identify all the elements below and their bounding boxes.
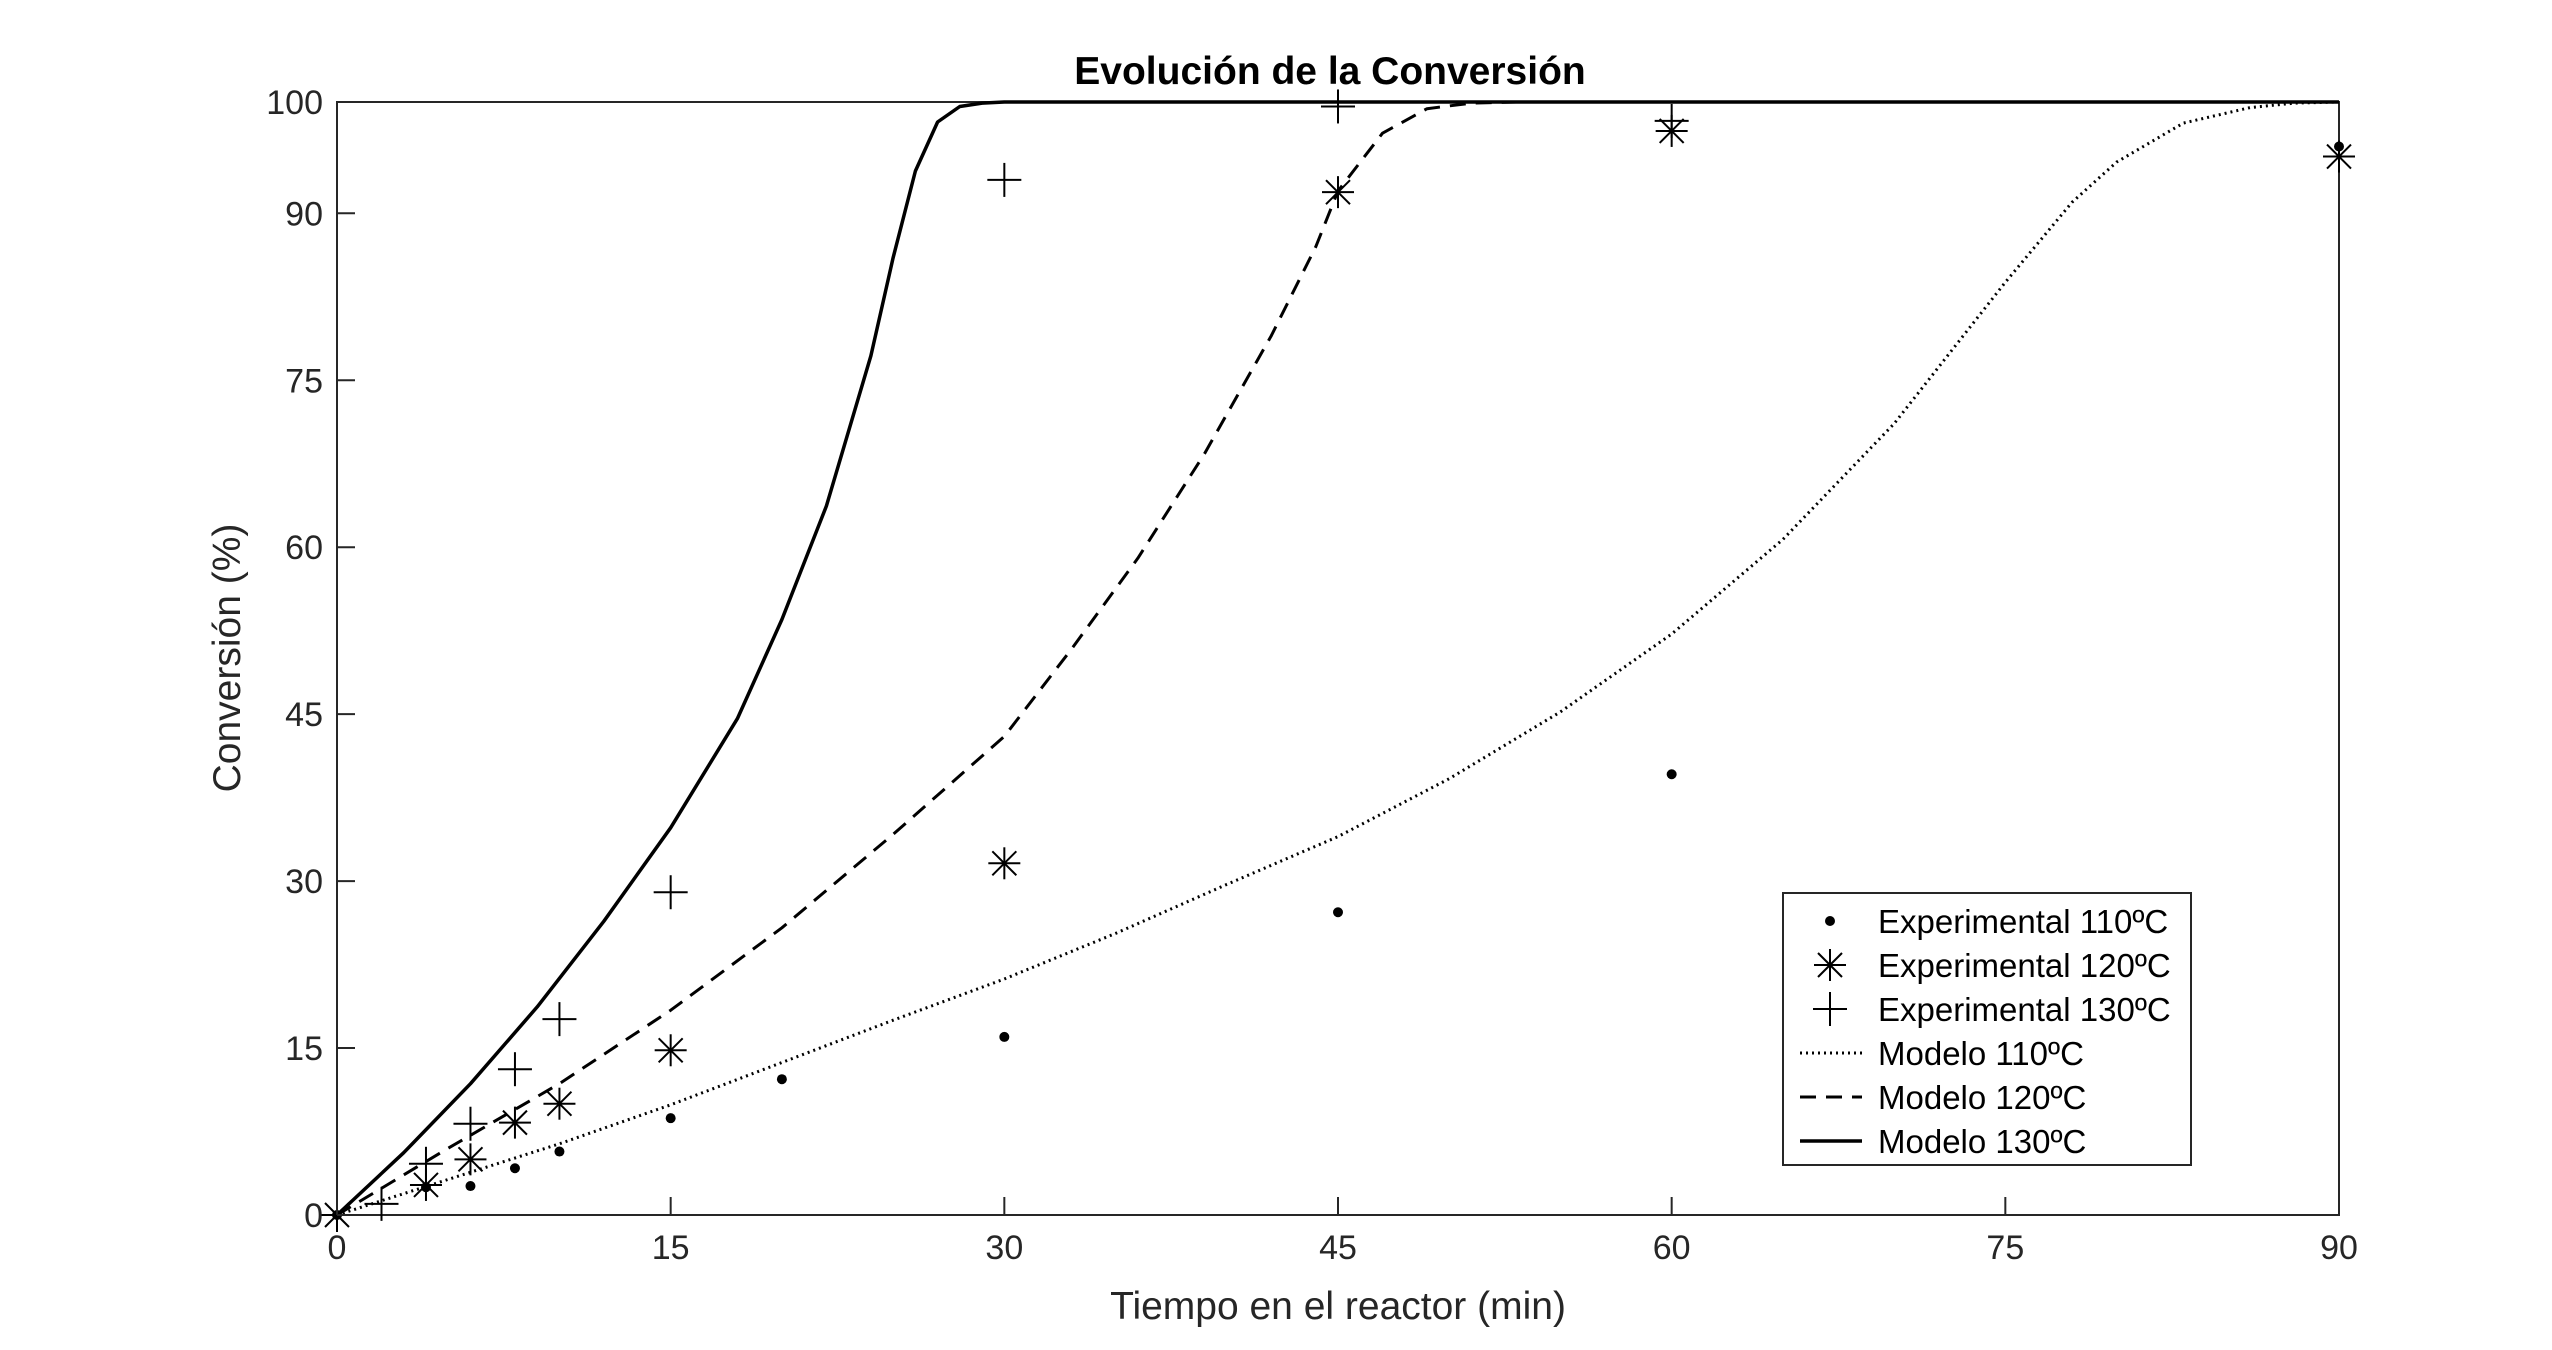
legend-item: Modelo 120ºC: [1800, 1079, 2086, 1116]
y-tick-label: 0: [304, 1197, 323, 1235]
data-point-series-1: [776, 1074, 787, 1085]
y-tick-label: 60: [285, 529, 323, 567]
legend-symbol: [1814, 949, 1846, 981]
data-point-series-3: [987, 162, 1022, 197]
model-lines: [335, 100, 2340, 1217]
data-point-series-2: [1322, 176, 1354, 209]
data-point-series-3: [408, 1146, 443, 1181]
legend: Experimental 110ºC Experimental 120ºC Expe…: [1782, 892, 2192, 1166]
legend-label: Modelo 110ºC: [1878, 1035, 2084, 1072]
y-axis-label: Conversión (%): [206, 524, 249, 793]
x-tick-label: 90: [2320, 1229, 2358, 1267]
x-axis-label: Tiempo en el reactor (min): [1110, 1285, 1566, 1328]
data-point-series-2: [409, 1168, 442, 1201]
y-tick-label: 75: [285, 362, 323, 400]
y-tick-label: 100: [266, 84, 323, 122]
series-line-4: [336, 100, 2340, 1217]
data-point-series-3: [453, 1106, 488, 1141]
y-tick-label: 15: [285, 1030, 323, 1068]
legend-item: Experimental 110ºC: [1825, 903, 2168, 940]
legend-label: Experimental 120ºC: [1878, 947, 2171, 984]
data-point-series-1: [1333, 907, 1343, 918]
y-tick-label: 90: [285, 195, 323, 233]
data-point-series-3: [653, 875, 688, 910]
x-tick-label: 75: [1986, 1229, 2024, 1267]
x-tick-label: 0: [328, 1229, 347, 1267]
data-point-series-1: [665, 1113, 676, 1124]
legend-items: Experimental 110ºC Experimental 120ºC Expe…: [1800, 903, 2171, 1160]
legend-symbol: [1813, 992, 1847, 1026]
data-point-series-2: [654, 1034, 687, 1067]
experimental-markers: [320, 89, 2355, 1232]
x-tick-label: 60: [1653, 1229, 1691, 1267]
data-point-series-3: [364, 1186, 399, 1221]
y-axis: 0 15 30 45 60 75 90 100: [266, 84, 355, 1235]
legend-box: [1782, 892, 2192, 1166]
x-tick-label: 30: [985, 1229, 1023, 1267]
data-point-series-3: [1321, 89, 1355, 124]
legend-symbol: [1825, 916, 1835, 926]
data-point-series-3: [542, 1002, 577, 1037]
legend-label: Experimental 130ºC: [1878, 991, 2171, 1028]
data-point-series-1: [465, 1181, 476, 1192]
series-line-6: [335, 100, 2339, 1217]
legend-item: Modelo 130ºC: [1800, 1123, 2086, 1160]
legend-item: Experimental 130ºC: [1813, 991, 2171, 1028]
chart-title: Evolución de la Conversión: [1074, 50, 1585, 93]
plot-area: [320, 89, 2355, 1232]
y-tick-label: 45: [285, 696, 323, 734]
data-point-series-1: [1666, 769, 1677, 780]
data-point-series-2: [2323, 140, 2355, 173]
data-point-series-1: [509, 1163, 520, 1174]
data-point-series-3: [1654, 103, 1689, 138]
data-point-series-2: [454, 1143, 487, 1176]
x-tick-label: 15: [652, 1229, 690, 1267]
y-tick-label: 30: [285, 863, 323, 901]
data-point-series-3: [497, 1052, 532, 1087]
x-axis: 0 15 30 45 60 75 90: [328, 1197, 2358, 1267]
legend-item: Experimental 120ºC: [1814, 947, 2171, 984]
data-point-series-1: [554, 1146, 565, 1157]
data-point-series-1: [999, 1031, 1010, 1042]
data-point-series-2: [498, 1106, 531, 1139]
legend-label: Experimental 110ºC: [1878, 903, 2168, 940]
legend-label: Modelo 120ºC: [1878, 1079, 2086, 1116]
data-point-series-2: [543, 1087, 576, 1120]
legend-item: Modelo 110ºC: [1800, 1035, 2084, 1072]
data-point-series-2: [988, 847, 1021, 880]
series-line-5: [336, 100, 2339, 1217]
x-tick-label: 45: [1319, 1229, 1357, 1267]
legend-label: Modelo 130ºC: [1878, 1123, 2086, 1160]
